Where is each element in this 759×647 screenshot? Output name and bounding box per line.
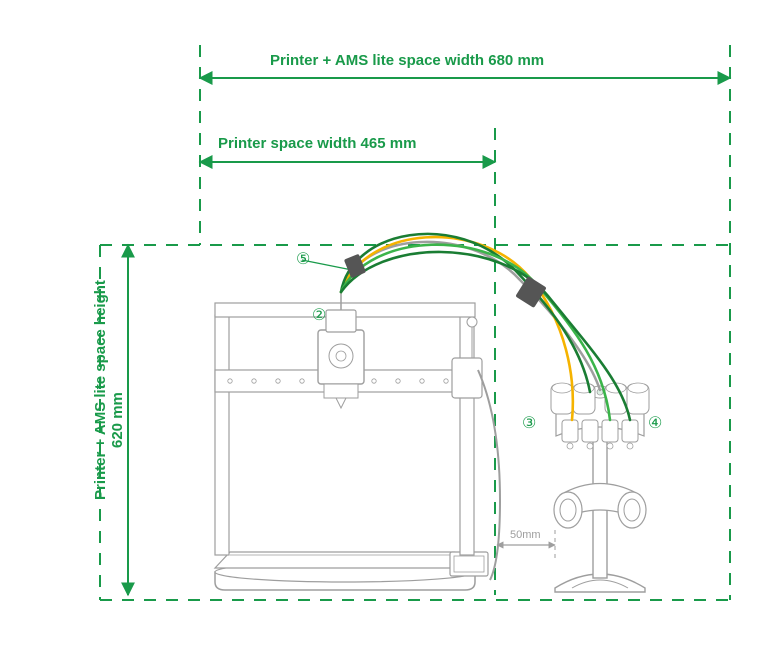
- dimension-labels: Printer + AMS lite space width 680 mm Pri…: [92, 52, 544, 541]
- callout-3: ③: [522, 415, 536, 432]
- ams-lite-unit: [551, 383, 649, 592]
- callout-2: ②: [312, 307, 326, 324]
- label-total-height-line1: Printer + AMS lite space height: [92, 280, 109, 500]
- label-gap: 50mm: [510, 529, 541, 541]
- printer-body: [215, 290, 500, 590]
- label-printer-width: Printer space width 465 mm: [218, 135, 416, 152]
- callout-4: ④: [648, 415, 662, 432]
- tube-clips: [344, 254, 547, 308]
- callout-5: ⑤: [296, 251, 310, 268]
- label-total-width: Printer + AMS lite space width 680 mm: [270, 52, 544, 69]
- label-total-height-line2: 620 mm: [109, 392, 126, 448]
